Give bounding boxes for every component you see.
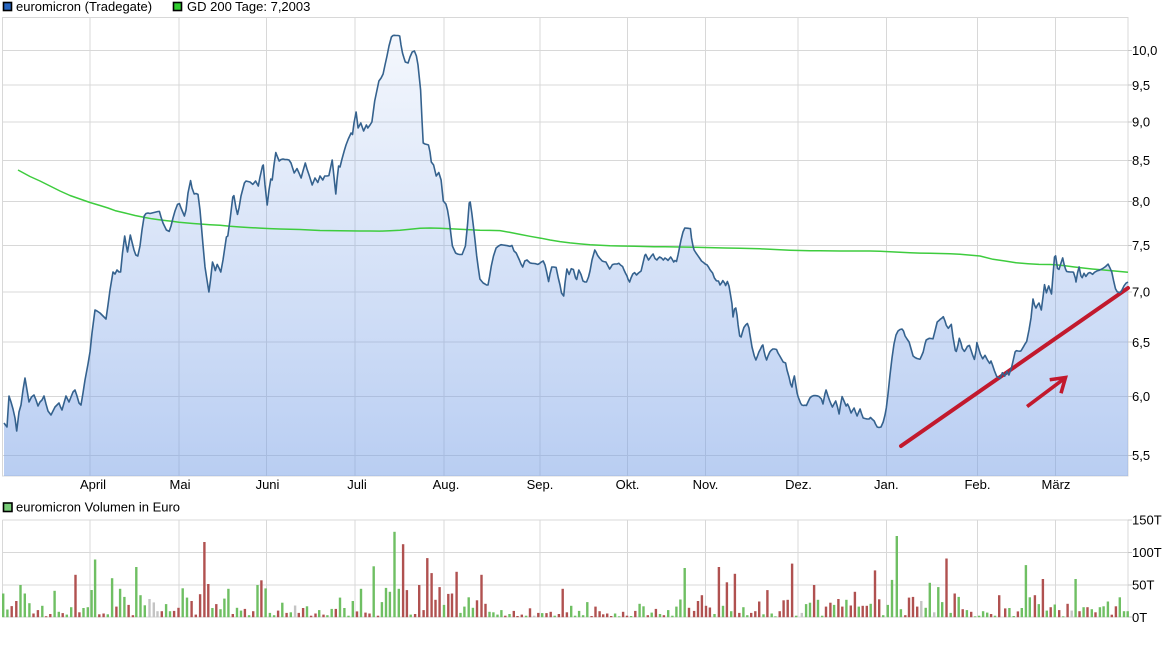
svg-text:euromicron (Tradegate): euromicron (Tradegate): [16, 0, 152, 14]
svg-text:6,0: 6,0: [1132, 389, 1150, 404]
svg-text:150T: 150T: [1132, 513, 1162, 528]
svg-text:50T: 50T: [1132, 578, 1154, 593]
svg-text:8,0: 8,0: [1132, 194, 1150, 209]
svg-text:Aug.: Aug.: [433, 477, 460, 492]
svg-text:Juli: Juli: [347, 477, 367, 492]
svg-text:April: April: [80, 477, 106, 492]
svg-text:euromicron Volumen in Euro: euromicron Volumen in Euro: [16, 500, 180, 515]
svg-text:7,5: 7,5: [1132, 238, 1150, 253]
svg-text:März: März: [1042, 477, 1071, 492]
svg-text:Sep.: Sep.: [527, 477, 554, 492]
svg-text:Feb.: Feb.: [964, 477, 990, 492]
svg-text:9,0: 9,0: [1132, 114, 1150, 129]
svg-text:7,0: 7,0: [1132, 285, 1150, 300]
svg-text:0T: 0T: [1132, 610, 1147, 625]
svg-text:9,5: 9,5: [1132, 78, 1150, 93]
svg-text:GD 200 Tage: 7,2003: GD 200 Tage: 7,2003: [187, 0, 310, 14]
svg-text:10,0: 10,0: [1132, 43, 1157, 58]
svg-text:100T: 100T: [1132, 545, 1162, 560]
svg-text:Okt.: Okt.: [616, 477, 640, 492]
svg-text:Jan.: Jan.: [874, 477, 899, 492]
svg-text:6,5: 6,5: [1132, 335, 1150, 350]
svg-text:8,5: 8,5: [1132, 153, 1150, 168]
svg-text:5,5: 5,5: [1132, 448, 1150, 463]
svg-text:Dez.: Dez.: [785, 477, 812, 492]
svg-text:Nov.: Nov.: [693, 477, 719, 492]
svg-text:Juni: Juni: [256, 477, 280, 492]
svg-text:Mai: Mai: [170, 477, 191, 492]
